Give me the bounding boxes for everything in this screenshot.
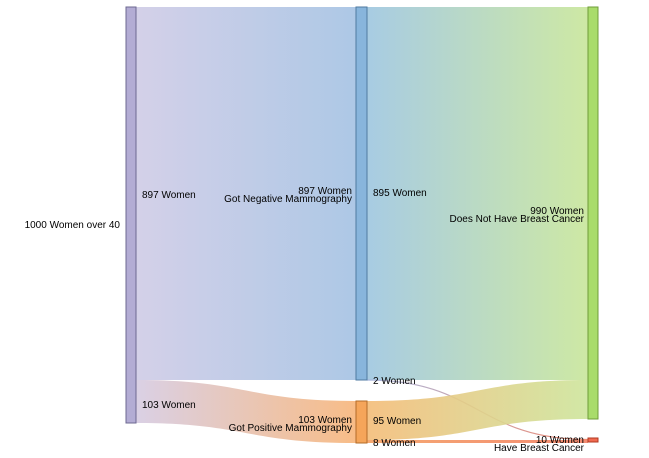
node-all-label: 1000 Women over 40 [25,220,121,231]
link-negative-to-no-cancer [367,7,588,380]
node-yes-value-label: 10 Women [536,435,584,446]
node-positive-mammography [355,400,368,444]
node-no-cancer [587,6,599,420]
node-pos-value-label: 103 Women [298,415,352,426]
node-no-name-label: Does Not Have Breast Cancer [449,214,584,225]
node-neg-name-label: Got Negative Mammography [224,194,352,205]
link-all-to-negative [136,7,356,380]
link-pos-yes-label: 8 Women [373,438,416,449]
node-yes-name-label: Have Breast Cancer [494,443,585,454]
node-all-women [125,6,137,424]
link-positive-to-no-cancer [367,380,588,440]
node-cancer [587,437,599,443]
node-negative-mammography [355,6,368,381]
link-all-to-positive [136,380,356,443]
link-all-neg-label: 897 Women [142,190,196,201]
link-neg-no-label: 895 Women [373,188,427,199]
node-no-value-label: 990 Women [530,206,584,217]
link-all-pos-label: 103 Women [142,400,196,411]
link-pos-no-label: 95 Women [373,416,421,427]
link-positive-to-cancer [367,440,588,443]
node-neg-value-label: 897 Women [298,186,352,197]
node-pos-name-label: Got Positive Mammography [229,423,352,434]
link-neg-yes-label: 2 Women [373,376,416,387]
